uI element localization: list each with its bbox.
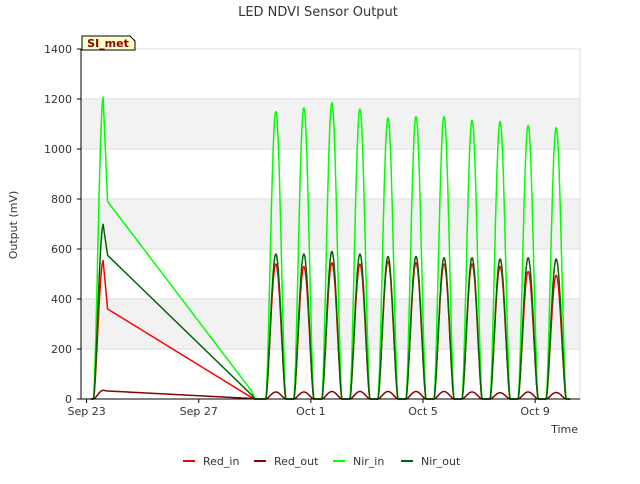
site-tag-label: SI_met (87, 37, 129, 50)
x-tick-label: Sep 23 (67, 405, 105, 418)
x-axis-label: Time (550, 423, 578, 436)
legend-item-red-out: Red_out (254, 455, 319, 468)
legend: Red_in Red_out Nir_in Nir_out (183, 455, 461, 468)
legend-label: Red_out (274, 455, 319, 468)
x-tick-label: Oct 9 (520, 405, 550, 418)
legend-label: Nir_out (421, 455, 461, 468)
site-tag-box (81, 35, 136, 51)
y-tick-label: 200 (51, 343, 72, 356)
y-tick-label: 0 (65, 393, 72, 406)
tick-labels: 0 200 400 600 800 1000 1200 1400 Sep 23 Sep 27 Oct… (44, 43, 550, 418)
x-tick-label: Oct 1 (296, 405, 326, 418)
band-0 (81, 299, 580, 349)
y-axis-label: Output (mV) (7, 191, 20, 260)
y-tick-label: 600 (51, 243, 72, 256)
legend-item-nir-in: Nir_in (333, 455, 384, 468)
legend-item-red-in: Red_in (183, 455, 239, 468)
band-1 (81, 199, 580, 249)
x-tick-label: Oct 5 (408, 405, 438, 418)
chart-title: LED NDVI Sensor Output (238, 5, 398, 20)
axes (77, 48, 580, 403)
y-tick-label: 1000 (44, 143, 72, 156)
legend-label: Red_in (203, 455, 239, 468)
y-tick-label: 1200 (44, 93, 72, 106)
legend-label: Nir_in (353, 455, 384, 468)
background-bands (81, 99, 580, 349)
y-tick-label: 1400 (44, 43, 72, 56)
series-line-red-out (90, 389, 571, 400)
y-tick-label: 400 (51, 293, 72, 306)
legend-item-nir-out: Nir_out (401, 455, 461, 468)
x-tick-label: Sep 27 (180, 405, 218, 418)
site-tag: SI_met (81, 35, 136, 51)
y-tick-label: 800 (51, 193, 72, 206)
